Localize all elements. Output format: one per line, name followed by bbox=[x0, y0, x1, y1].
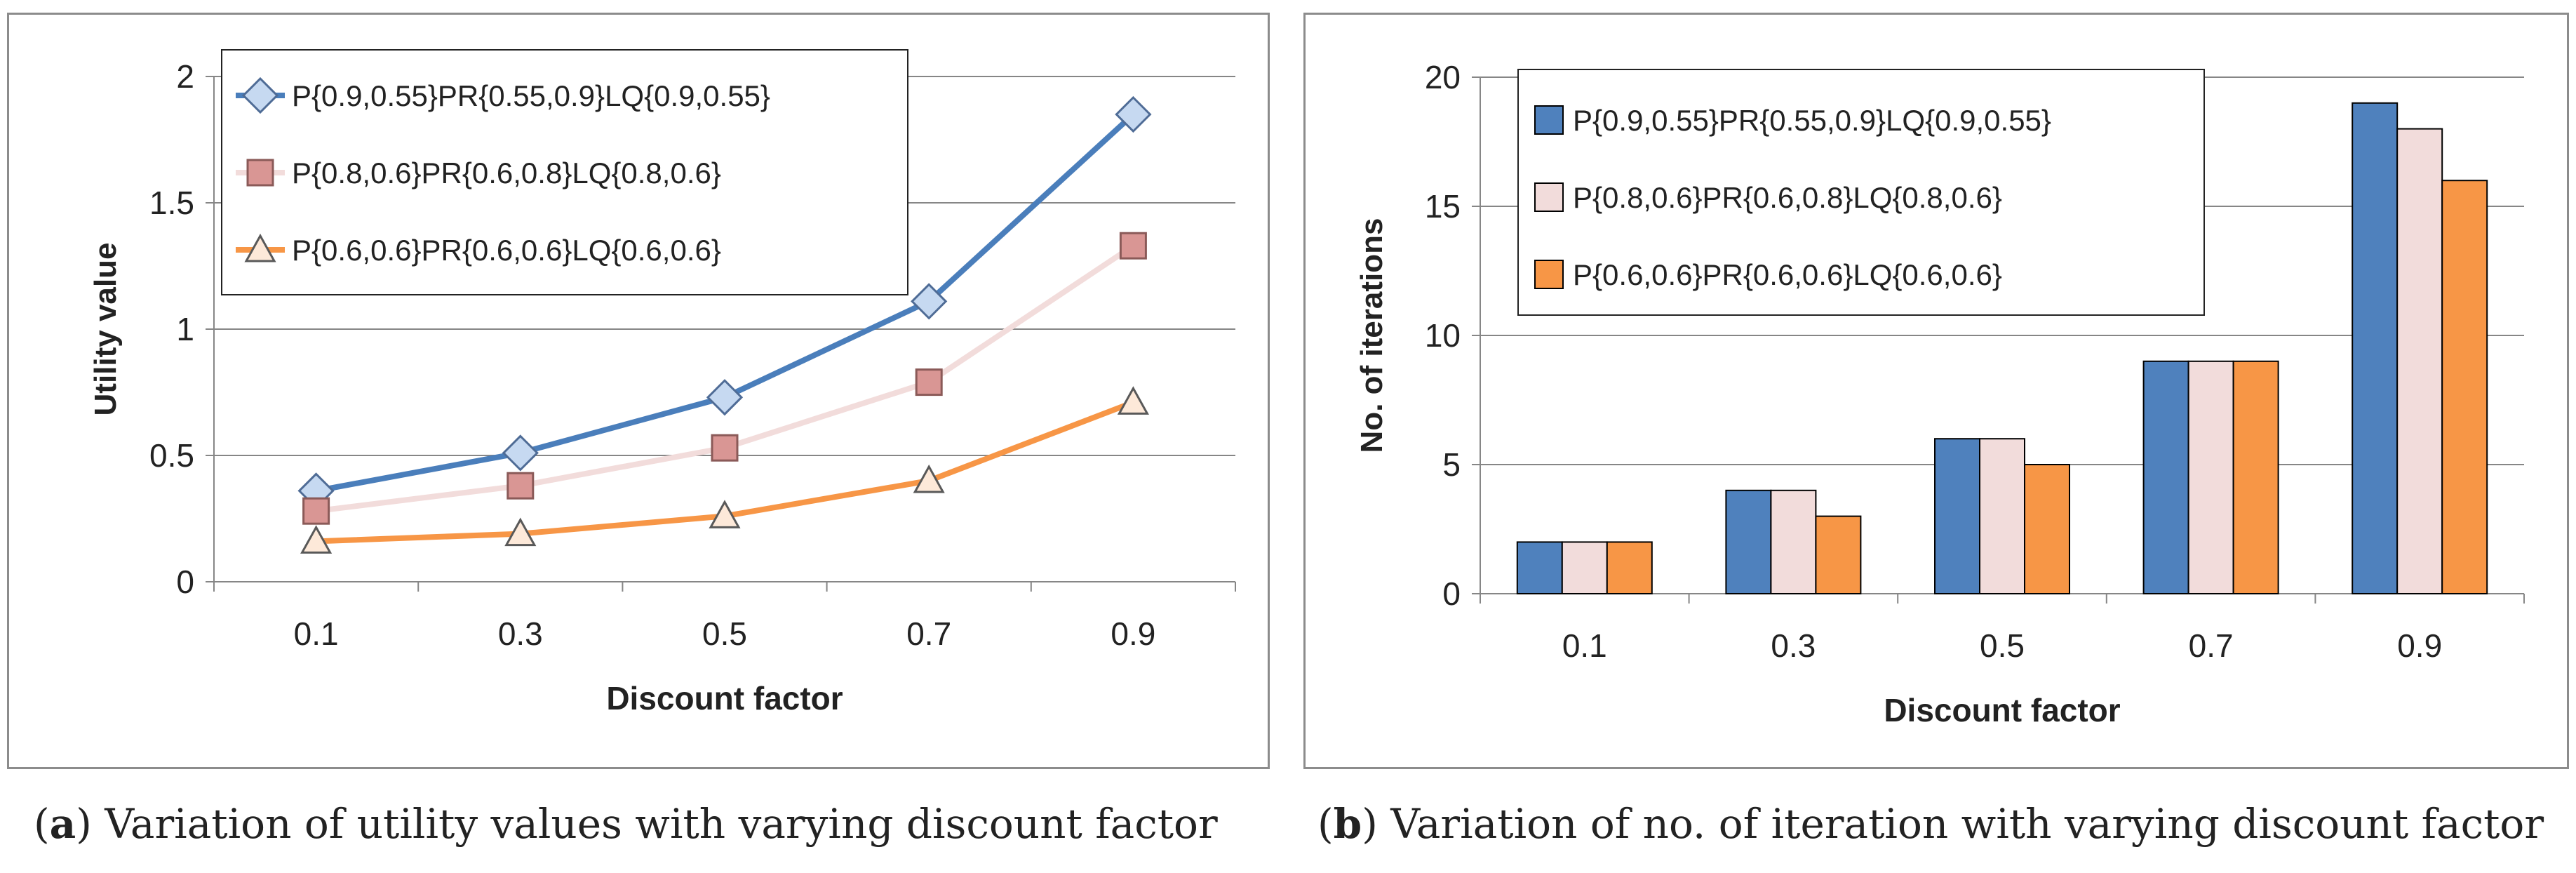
utility-line-chart: 0 0.5 1 1.5 2 0.1 0.3 0.5 0.7 0.9 Discount factor U… bbox=[88, 49, 1236, 717]
series-2-point bbox=[915, 368, 943, 396]
series-2-point bbox=[711, 434, 739, 462]
bar-series-1 bbox=[1725, 489, 1772, 594]
chart-a-x-tick-label: 0.9 bbox=[1111, 615, 1155, 652]
chart-b-x-tick-label: 0.5 bbox=[1980, 627, 2025, 664]
chart-a-legend-box bbox=[221, 49, 908, 295]
series-3-point bbox=[504, 517, 537, 547]
legend-b-swatch-3 bbox=[1534, 260, 1564, 289]
bar-series-3 bbox=[1606, 541, 1653, 595]
chart-b-y-axis-title: No. of iterations bbox=[1355, 218, 1389, 453]
caption-a: (a) Variation of utility values with var… bbox=[34, 800, 1218, 848]
series-3-point bbox=[300, 525, 333, 554]
legend-b-label-1: P{0.9,0.55}PR{0.55,0.9}LQ{0.9,0.55} bbox=[1573, 104, 2051, 137]
chart-b-legend-box bbox=[1517, 69, 2205, 316]
chart-b-x-tick-label: 0.7 bbox=[2189, 627, 2234, 664]
caption-a-letter: a bbox=[49, 800, 76, 848]
chart-a-y-tick-label: 0 bbox=[176, 564, 194, 600]
legend-b-label-2: P{0.8,0.6}PR{0.6,0.8}LQ{0.8,0.6} bbox=[1573, 181, 2002, 214]
series-3-point bbox=[1117, 386, 1149, 415]
chart-b-x-tick-label: 0.1 bbox=[1562, 627, 1607, 664]
bar-series-2 bbox=[1770, 489, 1817, 594]
chart-b-y-tick-label: 20 bbox=[1425, 59, 1461, 95]
series-2-point bbox=[507, 472, 535, 500]
chart-a-y-tick-label: 1 bbox=[176, 311, 194, 347]
series-1-point bbox=[706, 379, 744, 416]
series-3-point bbox=[913, 464, 945, 493]
legend-a-marker-2 bbox=[246, 159, 274, 187]
caption-b-text: Variation of no. of iteration with varyi… bbox=[1377, 800, 2544, 848]
chart-b-y-tick-label: 15 bbox=[1425, 188, 1461, 225]
bar-series-2 bbox=[2396, 128, 2443, 595]
legend-a-marker-3 bbox=[244, 233, 276, 262]
bar-series-2 bbox=[1979, 438, 2025, 595]
bar-series-1 bbox=[1934, 438, 1980, 595]
series-1-point bbox=[502, 434, 539, 472]
series-1-point bbox=[911, 283, 948, 320]
chart-b-y-tick-label: 10 bbox=[1425, 317, 1461, 354]
bar-series-2 bbox=[1561, 541, 1608, 595]
chart-b-y-tick-label: 5 bbox=[1442, 446, 1461, 483]
bar-series-1 bbox=[2142, 360, 2189, 594]
chart-b-panel: 0 5 10 15 20 0.1 0.3 0.5 0.7 0.9 Discount factor No… bbox=[1303, 13, 2569, 769]
chart-a-x-tick-label: 0.5 bbox=[702, 615, 747, 652]
series-1-point bbox=[1115, 95, 1152, 133]
iterations-bar-chart: 0 5 10 15 20 0.1 0.3 0.5 0.7 0.9 Discount factor No… bbox=[1355, 59, 2525, 728]
series-2-point bbox=[302, 497, 330, 525]
chart-a-x-tick-label: 0.3 bbox=[498, 615, 543, 652]
series-2-point bbox=[1119, 232, 1147, 260]
chart-a-x-tick-label: 0.1 bbox=[294, 615, 339, 652]
bar-series-1 bbox=[2352, 102, 2399, 595]
legend-b-swatch-1 bbox=[1534, 105, 1564, 135]
chart-a-y-tick-label: 0.5 bbox=[149, 437, 194, 474]
caption-b: (b) Variation of no. of iteration with v… bbox=[1317, 800, 2544, 848]
caption-b-letter: b bbox=[1333, 800, 1362, 848]
bar-series-2 bbox=[2187, 360, 2234, 594]
bar-series-1 bbox=[1516, 541, 1563, 595]
bar-series-3 bbox=[2232, 360, 2279, 594]
legend-a-label-2: P{0.8,0.6}PR{0.6,0.8}LQ{0.8,0.6} bbox=[292, 156, 721, 189]
legend-a-label-1: P{0.9,0.55}PR{0.55,0.9}LQ{0.9,0.55} bbox=[292, 79, 770, 112]
chart-b-y-tick-label: 0 bbox=[1442, 575, 1461, 612]
bar-series-3 bbox=[1815, 515, 1862, 594]
chart-a-panel: 0 0.5 1 1.5 2 0.1 0.3 0.5 0.7 0.9 Discount factor U… bbox=[7, 13, 1270, 769]
legend-b-swatch-2 bbox=[1534, 182, 1564, 212]
chart-b-x-tick-label: 0.3 bbox=[1771, 627, 1816, 664]
series-3-point bbox=[709, 500, 741, 528]
bar-series-3 bbox=[2024, 464, 2070, 594]
legend-a-marker-1 bbox=[241, 76, 279, 114]
chart-a-y-axis-title: Utility value bbox=[88, 243, 123, 416]
chart-a-x-tick-label: 0.7 bbox=[906, 615, 951, 652]
caption-a-text: Variation of utility values with varying… bbox=[91, 800, 1218, 848]
legend-a-label-3: P{0.6,0.6}PR{0.6,0.6}LQ{0.6,0.6} bbox=[292, 234, 721, 267]
bar-series-3 bbox=[2441, 180, 2488, 594]
chart-b-x-tick-label: 0.9 bbox=[2397, 627, 2442, 664]
chart-a-y-tick-label: 2 bbox=[176, 58, 194, 95]
chart-b-x-axis-title: Discount factor bbox=[1884, 692, 2120, 728]
legend-b-label-3: P{0.6,0.6}PR{0.6,0.6}LQ{0.6,0.6} bbox=[1573, 258, 2002, 291]
chart-a-y-tick-label: 1.5 bbox=[149, 185, 194, 221]
chart-a-x-axis-title: Discount factor bbox=[606, 680, 843, 717]
